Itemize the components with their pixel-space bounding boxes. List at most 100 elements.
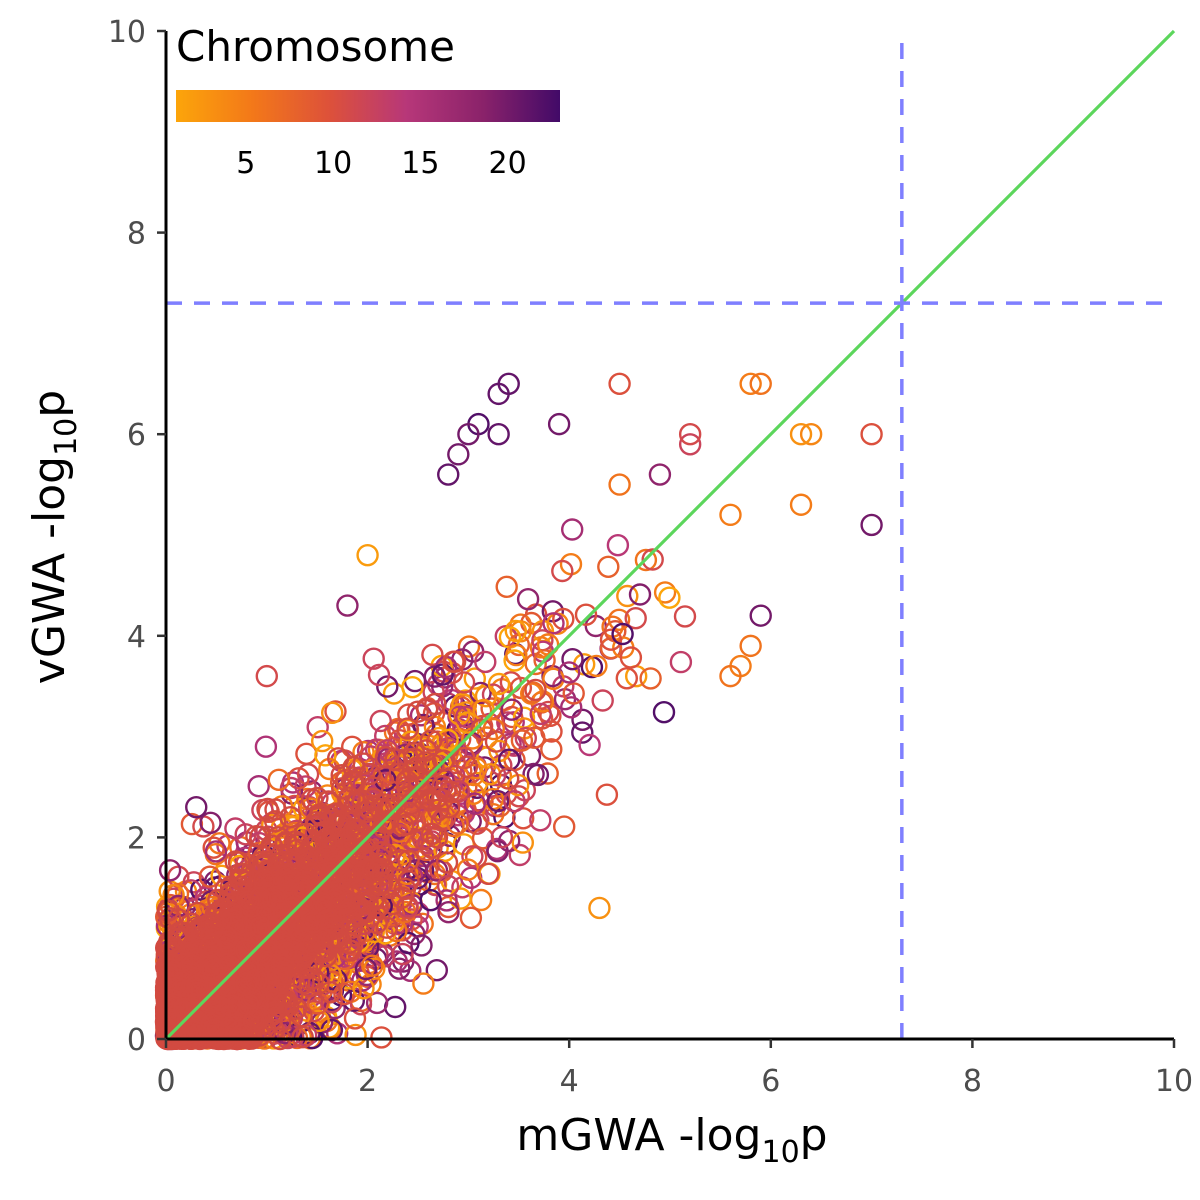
- scatter-point: [370, 1026, 393, 1049]
- scatter-point: [307, 1009, 330, 1033]
- scatter-point: [266, 964, 289, 987]
- scatter-point: [419, 889, 442, 912]
- scatter-point: [270, 926, 293, 950]
- scatter-point: [175, 1021, 199, 1045]
- scatter-point: [606, 534, 630, 557]
- scatter-point: [376, 675, 399, 698]
- scatter-point: [469, 888, 493, 912]
- scatter-point: [432, 749, 455, 772]
- scatter-point-outlier: [749, 372, 772, 395]
- scatter-point: [409, 704, 433, 727]
- scatter-point: [309, 804, 332, 827]
- scatter-point: [533, 649, 556, 672]
- scatter-point: [204, 840, 228, 863]
- scatter-point: [310, 891, 333, 915]
- x-tick-label: 0: [156, 1064, 175, 1099]
- scatter-point: [500, 698, 523, 721]
- scatter-point-outlier: [799, 423, 823, 446]
- scatter-point-outlier: [588, 896, 611, 920]
- x-axis-ticks: 0 2 4 6 8 10: [156, 1039, 1193, 1099]
- scatter-point: [436, 728, 459, 752]
- scatter-point: [365, 911, 388, 934]
- y-axis-title: vGWA -log10p: [24, 390, 84, 684]
- scatter-point: [597, 555, 620, 578]
- scatter-point: [500, 705, 524, 729]
- scatter-point: [482, 717, 505, 741]
- scatter-point: [401, 676, 424, 699]
- scatter-point: [521, 681, 545, 704]
- points-layer: [154, 372, 883, 1051]
- scatter-point: [474, 685, 498, 708]
- scatter-point-outlier: [356, 543, 379, 567]
- scatter-point: [435, 851, 459, 874]
- scatter-point-outlier: [336, 594, 359, 617]
- scatter-point: [497, 767, 520, 790]
- scatter-point: [296, 763, 320, 786]
- scatter-point: [209, 908, 233, 931]
- y-tick-label: 6: [127, 418, 146, 453]
- scatter-point: [237, 890, 261, 913]
- scatter-point: [198, 865, 222, 888]
- scatter-point: [619, 646, 643, 669]
- scatter-point: [190, 917, 213, 940]
- scatter-point: [415, 772, 439, 795]
- scatter-point: [595, 783, 619, 806]
- scatter-point: [337, 863, 360, 887]
- scatter-point: [505, 643, 528, 667]
- scatter-point: [495, 575, 518, 598]
- scatter-point: [301, 862, 324, 886]
- scatter-point: [560, 696, 583, 719]
- scatter-point: [253, 869, 276, 892]
- scatter-point: [279, 806, 302, 829]
- scatter-point: [248, 886, 272, 910]
- scatter-point: [459, 906, 483, 929]
- x-tick-label: 10: [1155, 1064, 1193, 1099]
- scatter-point: [314, 744, 337, 767]
- scatter-point-outlier: [547, 412, 571, 436]
- scatter-point: [516, 588, 540, 611]
- scatter-point: [320, 861, 343, 884]
- scatter-point: [540, 738, 563, 761]
- scatter-point-outlier: [648, 463, 672, 486]
- scatter-point: [578, 733, 601, 757]
- scatter-point: [507, 785, 530, 808]
- scatter-point: [332, 904, 355, 927]
- scatter-point: [342, 756, 365, 779]
- legend-colorbar: [176, 90, 560, 122]
- legend-tick-label: 20: [489, 146, 527, 181]
- scatter-point: [367, 663, 391, 687]
- scatter-point: [508, 843, 531, 867]
- scatter-point: [314, 831, 338, 854]
- scatter-point: [401, 865, 424, 888]
- scatter-point: [362, 647, 385, 670]
- scatter-point-outlier: [608, 473, 631, 496]
- scatter-point-outlier: [487, 382, 510, 406]
- scatter-point: [484, 730, 508, 753]
- scatter-point: [449, 887, 472, 910]
- scatter-point: [321, 701, 344, 724]
- scatter-point: [343, 1007, 367, 1030]
- scatter-point: [247, 775, 270, 798]
- legend-tick-label: 5: [236, 146, 255, 181]
- scatter-point: [571, 721, 594, 744]
- scatter-point: [274, 831, 297, 854]
- scatter-point: [376, 798, 400, 822]
- scatter-point: [669, 650, 693, 674]
- scatter-point: [202, 836, 225, 859]
- scatter-point: [198, 989, 222, 1012]
- x-tick-label: 4: [560, 1064, 579, 1099]
- scatter-point: [157, 930, 181, 954]
- scatter-point: [324, 802, 348, 825]
- scatter-point-outlier: [457, 423, 480, 446]
- scatter-point: [406, 700, 429, 723]
- scatter-point: [375, 916, 398, 939]
- scatter-point: [571, 708, 594, 731]
- scatter-point: [255, 931, 278, 954]
- scatter-point: [392, 814, 415, 837]
- scatter-point: [396, 748, 419, 771]
- scatter-point: [374, 769, 397, 792]
- scatter-point: [201, 959, 225, 982]
- scatter-point: [208, 1023, 232, 1047]
- scatter-point: [511, 831, 534, 854]
- scatter-point: [274, 991, 297, 1014]
